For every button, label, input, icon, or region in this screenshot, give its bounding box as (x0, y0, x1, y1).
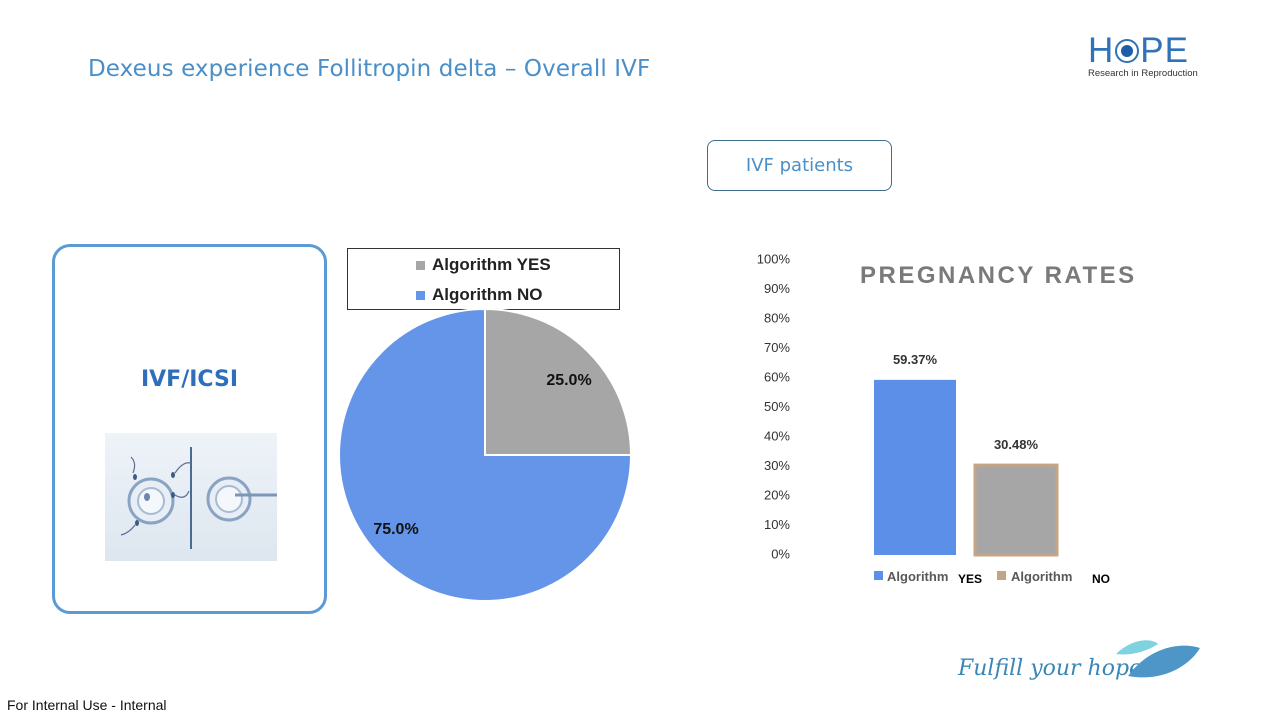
bar-chart-title: PREGNANCY RATES (860, 262, 1137, 289)
pie-legend: Algorithm YES Algorithm NO (347, 248, 620, 310)
y-tick-label: 30% (764, 458, 790, 473)
legend-swatch-yes (416, 260, 425, 270)
y-tick-label: 20% (764, 487, 790, 502)
y-tick-label: 90% (764, 281, 790, 296)
legend-label-no: Algorithm NO (432, 285, 543, 304)
bar-yes (874, 379, 956, 555)
leaf-logo-icon (1116, 640, 1200, 678)
bar-chart: 0% 10% 20% 30% 40% 50% 60% 70% 80% 90% 100% 59.37% 3… (757, 251, 1110, 586)
ivf-patients-label: IVF patients (707, 140, 892, 191)
logo-word: H PE (1088, 31, 1189, 70)
bar-no (973, 463, 1059, 557)
hope-logo: H PE Research in Reproduction (1088, 31, 1208, 84)
bar-legend-overlay-yes: YES (958, 572, 982, 586)
pie-slice-no (338, 307, 633, 602)
bar-data-label-no: 30.48% (994, 437, 1039, 452)
ivf-icsi-label: IVF/ICSI (140, 367, 239, 392)
pie-label-yes: 25.0% (546, 372, 591, 389)
legend-label-yes: Algorithm YES (432, 255, 551, 274)
ivf-icsi-panel: IVF/ICSI (52, 244, 327, 614)
bar-legend-swatch-no (997, 571, 1006, 580)
y-tick-label: 60% (764, 369, 790, 384)
bar-legend-overlay-no: NO (1092, 572, 1110, 586)
slide-title: Dexeus experience Follitropin delta – Ov… (88, 56, 651, 82)
legend-item-yes: Algorithm YES (416, 255, 551, 275)
bar-legend-swatch-yes (874, 571, 883, 580)
footer-note: For Internal Use - Internal (7, 697, 167, 713)
y-tick-label: 100% (757, 251, 791, 266)
eye-icon (1115, 39, 1140, 63)
pie-chart: 25.0% 75.0% (338, 307, 633, 602)
bar-data-label-yes: 59.37% (893, 352, 938, 367)
tagline: Fulfill your hope (958, 656, 1143, 681)
logo-subtitle: Research in Reproduction (1088, 68, 1198, 79)
y-tick-label: 70% (764, 340, 790, 355)
bar-legend-label-yes: Algorithm (887, 569, 948, 584)
y-tick-label: 80% (764, 310, 790, 325)
y-tick-label: 50% (764, 399, 790, 414)
y-tick-label: 40% (764, 428, 790, 443)
pie-slice-yes (484, 307, 633, 456)
legend-swatch-no (416, 290, 425, 300)
y-tick-label: 10% (764, 517, 790, 532)
pie-label-no: 75.0% (373, 521, 418, 538)
ivf-icsi-illustration-icon (105, 433, 277, 561)
legend-item-no: Algorithm NO (416, 285, 543, 305)
y-tick-label: 0% (771, 546, 790, 561)
bar-legend-label-no: Algorithm (1011, 569, 1072, 584)
